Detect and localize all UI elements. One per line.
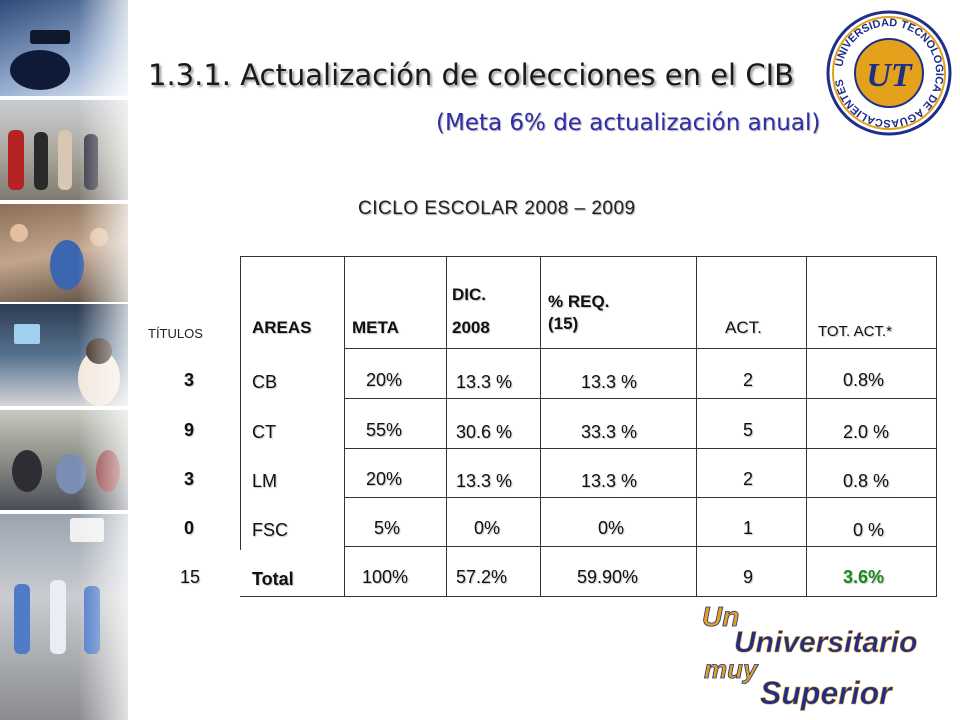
- header-areas: AREAS: [252, 318, 312, 337]
- row-fsc-dic: 0%: [474, 518, 501, 538]
- row-cb-titulos: 3: [184, 370, 195, 390]
- row-lm-dic: 13.3 %: [456, 471, 513, 491]
- row-total-dic: 57.2%: [456, 567, 508, 587]
- row-cb-meta: 20%: [366, 370, 403, 390]
- header-req-count: (15): [548, 314, 579, 333]
- school-cycle-label: CICLO ESCOLAR 2008 – 2009: [358, 198, 636, 219]
- row-total-req: 59.90%: [577, 567, 639, 587]
- row-fsc-req: 0%: [598, 518, 625, 538]
- header-meta: META: [352, 318, 399, 337]
- header-act: ACT.: [725, 318, 762, 337]
- row-total-tot: 3.6%: [843, 567, 885, 587]
- row-fsc-act: 1: [743, 518, 754, 538]
- row-cb-dic: 13.3 %: [456, 372, 513, 392]
- header-dic-year: 2008: [452, 318, 490, 337]
- row-fsc-meta: 5%: [374, 518, 401, 538]
- row-ct-act: 5: [743, 420, 754, 440]
- row-total-act: 9: [743, 567, 754, 587]
- row-ct-titulos: 9: [184, 420, 195, 440]
- row-ct-req: 33.3 %: [581, 422, 638, 442]
- slogan-superior: Superior: [760, 675, 893, 711]
- row-lm-tot: 0.8 %: [843, 471, 890, 491]
- row-total-area: Total: [252, 569, 294, 589]
- row-total-meta: 100%: [362, 567, 409, 587]
- header-dic: DIC.: [452, 285, 486, 304]
- header-req: % REQ.: [548, 292, 610, 311]
- row-lm-area: LM: [252, 471, 278, 491]
- row-cb-act: 2: [743, 370, 754, 390]
- slide-title: 1.3.1. Actualización de colecciones en e…: [148, 58, 795, 92]
- row-fsc-titulos: 0: [184, 518, 195, 538]
- slogan-un: Un: [702, 601, 739, 632]
- seal-mark: UT: [866, 57, 913, 94]
- row-cb-tot: 0.8%: [843, 370, 885, 390]
- row-cb-req: 13.3 %: [581, 372, 638, 392]
- row-ct-area: CT: [252, 422, 276, 442]
- slogan-logo: Un Universitario muy Superior: [702, 601, 918, 711]
- row-ct-tot: 2.0 %: [843, 422, 890, 442]
- slogan-universitario: Universitario: [734, 626, 917, 659]
- header-tot-act: TOT. ACT.*: [818, 323, 892, 340]
- row-fsc-tot: 0 %: [853, 520, 885, 540]
- row-ct-dic: 30.6 %: [456, 422, 513, 442]
- photo-collage: [0, 0, 138, 720]
- row-total-titulos: 15: [180, 567, 201, 587]
- row-fsc-area: FSC: [252, 520, 288, 540]
- row-lm-titulos: 3: [184, 469, 195, 489]
- row-lm-meta: 20%: [366, 469, 403, 489]
- row-lm-act: 2: [743, 469, 754, 489]
- slide-subtitle: (Meta 6% de actualización anual): [436, 110, 821, 136]
- university-seal-logo: UNIVERSIDAD TECNOLOGICA DE AGUASCALIENTE…: [826, 10, 952, 136]
- row-lm-req: 13.3 %: [581, 471, 638, 491]
- header-titulos: TÍTULOS: [148, 326, 203, 341]
- slogan-muy: muy: [704, 654, 759, 684]
- row-ct-meta: 55%: [366, 420, 403, 440]
- row-cb-area: CB: [252, 372, 278, 392]
